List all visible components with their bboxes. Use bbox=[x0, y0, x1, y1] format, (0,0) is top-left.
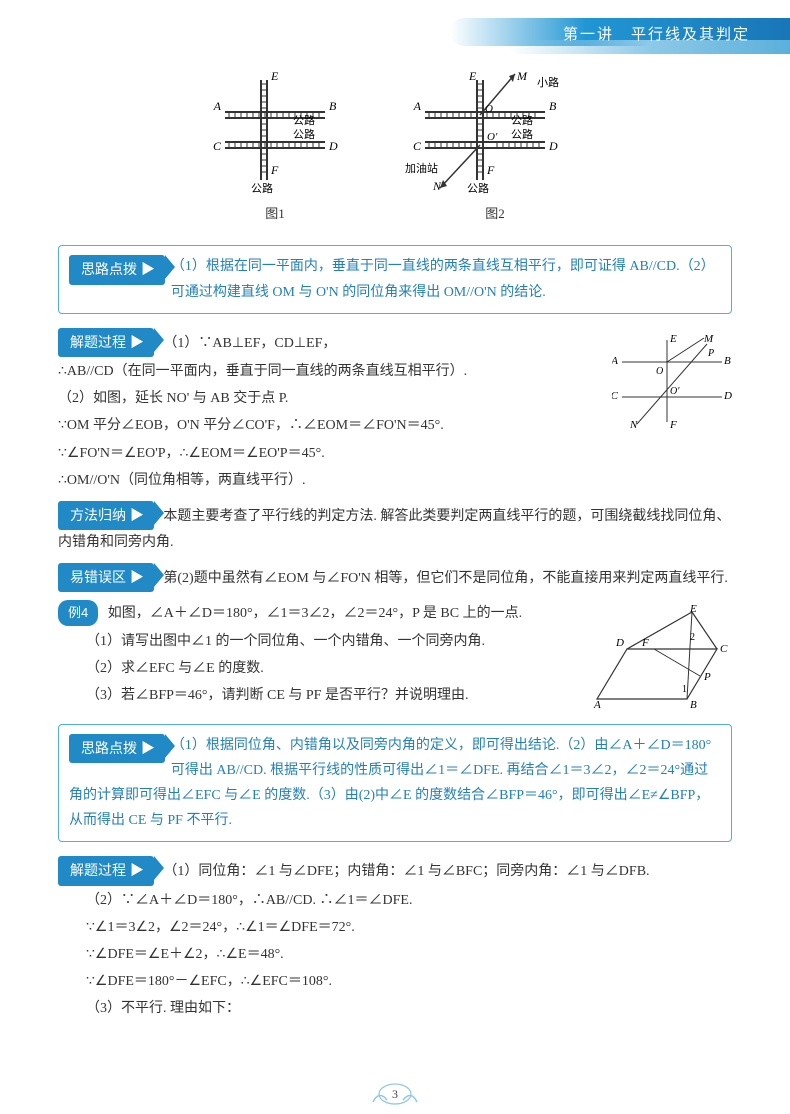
sol2-line6: （3）不平行. 理由如下： bbox=[58, 996, 732, 1021]
svg-text:B: B bbox=[549, 99, 557, 113]
sol2-line4: ∵∠DFE＝∠E＋∠2，∴∠E＝48°. bbox=[58, 942, 732, 967]
svg-text:B: B bbox=[690, 699, 697, 711]
figure1-svg: E A B C D F 公路 公路 公路 bbox=[205, 70, 345, 200]
svg-text:D: D bbox=[723, 390, 732, 402]
svg-text:F: F bbox=[669, 419, 677, 431]
page-num-text: 3 bbox=[365, 1084, 425, 1106]
sol1-line5: ∵∠FO'N＝∠EO'P，∴∠EOM＝∠EO'P＝45°. bbox=[58, 441, 732, 466]
solution-tag: 解题过程 ▶ bbox=[58, 328, 154, 357]
figure2-svg: E M 小路 A B O C D O' F N 公路 公路 加油站 公路 bbox=[405, 70, 585, 200]
svg-text:O': O' bbox=[670, 386, 680, 397]
svg-text:C: C bbox=[213, 139, 222, 153]
figure-1: E A B C D F 公路 公路 公路 图1 bbox=[205, 70, 345, 225]
svg-text:公路: 公路 bbox=[251, 182, 273, 195]
svg-text:N: N bbox=[629, 419, 638, 431]
svg-text:F: F bbox=[486, 163, 495, 177]
svg-text:O: O bbox=[485, 103, 493, 115]
svg-text:M: M bbox=[516, 70, 528, 83]
hint-tag: 思路点拨 ▶ bbox=[69, 255, 165, 284]
figure2-caption: 图2 bbox=[405, 202, 585, 225]
method-tag: 方法归纳 ▶ bbox=[58, 501, 154, 530]
svg-text:O': O' bbox=[487, 131, 498, 143]
solution1-mini-fig: A B C D E F M N O O' P bbox=[612, 332, 732, 441]
svg-text:A: A bbox=[413, 99, 422, 113]
ex4-intro: 如图，∠A＋∠D＝180°，∠1＝3∠2，∠2＝24°，P 是 BC 上的一点. bbox=[108, 606, 522, 621]
svg-text:P: P bbox=[703, 671, 711, 683]
mistake-text: 第(2)题中虽然有∠EOM 与∠FO'N 相等，但它们不是同位角，不能直接用来判… bbox=[163, 571, 727, 586]
svg-text:A: A bbox=[593, 699, 601, 711]
svg-text:D: D bbox=[615, 637, 624, 649]
svg-text:公路: 公路 bbox=[467, 182, 489, 195]
svg-text:D: D bbox=[328, 139, 338, 153]
example4-tag: 例4 bbox=[58, 600, 98, 625]
svg-text:C: C bbox=[720, 643, 728, 655]
svg-text:P: P bbox=[707, 348, 714, 359]
method-block: 方法归纳 ▶ 本题主要考查了平行线的判定方法. 解答此类要判定两直线平行的题，可… bbox=[58, 501, 732, 555]
figure1-caption: 图1 bbox=[205, 202, 345, 225]
sol2-line2: （2）∵∠A＋∠D＝180°，∴AB//CD. ∴∠1＝∠DFE. bbox=[58, 888, 732, 913]
svg-text:A: A bbox=[213, 99, 222, 113]
svg-text:E: E bbox=[689, 604, 697, 615]
svg-text:C: C bbox=[612, 390, 619, 402]
mistake-tag: 易错误区 ▶ bbox=[58, 563, 154, 592]
svg-text:F: F bbox=[270, 163, 279, 177]
hint-box-2: 思路点拨 ▶ （1）根据同位角、内错角以及同旁内角的定义，即可得出结论.（2）由… bbox=[58, 724, 732, 843]
solution-2: 解题过程 ▶ （1）同位角：∠1 与∠DFE；内错角：∠1 与∠BFC；同旁内角… bbox=[58, 856, 732, 1021]
page-number: 3 bbox=[365, 1080, 425, 1106]
svg-text:B: B bbox=[724, 355, 731, 367]
example4-fig: A B C D E F P 1 2 bbox=[582, 604, 732, 723]
svg-text:E: E bbox=[468, 70, 477, 83]
svg-text:公路: 公路 bbox=[293, 128, 315, 141]
mistake-block: 易错误区 ▶ 第(2)题中虽然有∠EOM 与∠FO'N 相等，但它们不是同位角，… bbox=[58, 563, 732, 592]
svg-text:D: D bbox=[548, 139, 558, 153]
svg-text:M: M bbox=[703, 333, 714, 345]
sol2-line5: ∵∠DFE＝180°－∠EFC，∴∠EFC＝108°. bbox=[58, 969, 732, 994]
svg-text:小路: 小路 bbox=[537, 76, 559, 89]
sol2-line1: （1）同位角：∠1 与∠DFE；内错角：∠1 与∠BFC；同旁内角：∠1 与∠D… bbox=[163, 864, 649, 879]
svg-text:O: O bbox=[656, 366, 663, 377]
hint-box-1: 思路点拨 ▶ （1）根据在同一平面内，垂直于同一直线的两条直线互相平行，即可证得… bbox=[58, 245, 732, 313]
chapter-title: 第一讲 平行线及其判定 bbox=[563, 22, 750, 49]
svg-text:A: A bbox=[612, 355, 618, 367]
hint2-tag: 思路点拨 ▶ bbox=[69, 734, 165, 763]
svg-text:F: F bbox=[641, 637, 649, 649]
example4-block: A B C D E F P 1 2 例4 如图，∠A＋∠D＝180°，∠1＝3∠… bbox=[58, 600, 732, 708]
svg-text:加油站: 加油站 bbox=[405, 161, 438, 175]
svg-text:B: B bbox=[329, 99, 337, 113]
svg-text:2: 2 bbox=[690, 632, 695, 643]
svg-text:公路: 公路 bbox=[293, 114, 315, 127]
svg-text:1: 1 bbox=[682, 684, 687, 695]
figures-row: E A B C D F 公路 公路 公路 图1 bbox=[40, 70, 750, 225]
solution2-tag: 解题过程 ▶ bbox=[58, 856, 154, 885]
svg-text:C: C bbox=[413, 139, 422, 153]
sol1-line6: ∴OM//O'N（同位角相等，两直线平行）. bbox=[58, 468, 732, 493]
svg-text:E: E bbox=[270, 70, 279, 83]
svg-text:公路: 公路 bbox=[511, 128, 533, 141]
svg-text:N: N bbox=[432, 179, 442, 193]
sol1-line1: （1）∵AB⊥EF，CD⊥EF， bbox=[163, 336, 336, 351]
solution-1: A B C D E F M N O O' P 解题过程 ▶ （1）∵AB⊥EF，… bbox=[58, 328, 732, 493]
svg-text:E: E bbox=[669, 333, 677, 345]
chapter-header: 第一讲 平行线及其判定 bbox=[450, 18, 790, 54]
hint1-text: （1）根据在同一平面内，垂直于同一直线的两条直线互相平行，即可证得 AB//CD… bbox=[171, 259, 715, 299]
sol2-line3: ∵∠1＝3∠2，∠2＝24°，∴∠1＝∠DFE＝72°. bbox=[58, 915, 732, 940]
figure-2: E M 小路 A B O C D O' F N 公路 公路 加油站 公路 图2 bbox=[405, 70, 585, 225]
svg-text:公路: 公路 bbox=[511, 114, 533, 127]
